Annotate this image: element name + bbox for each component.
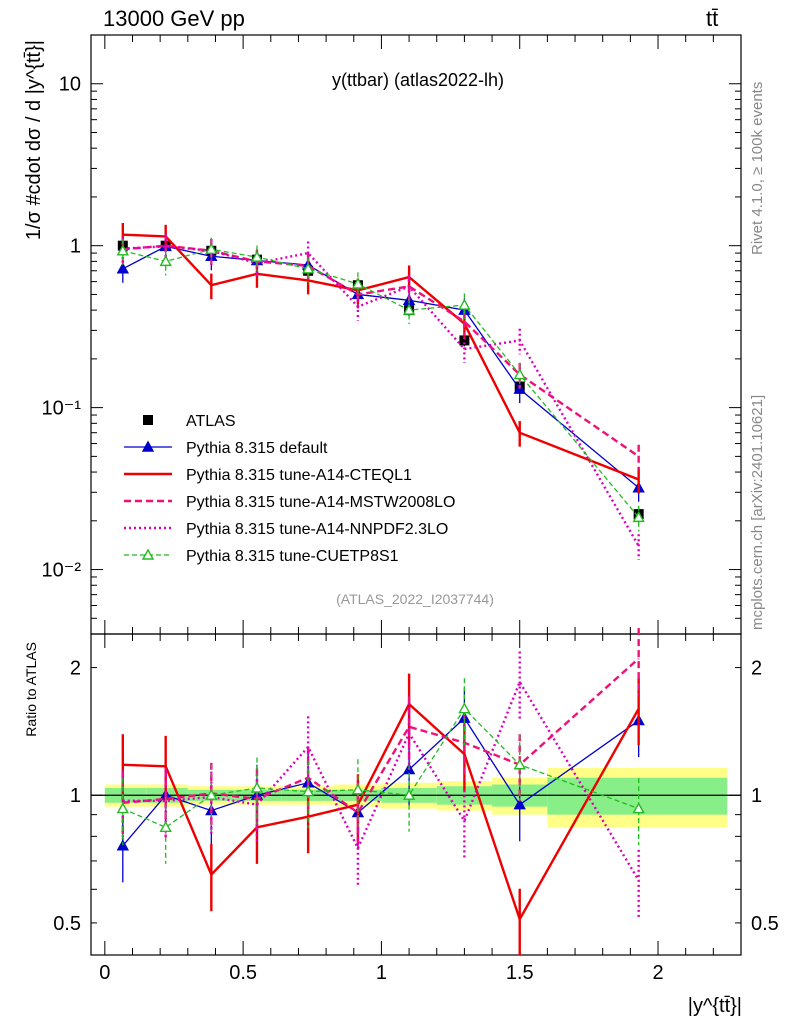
series-line xyxy=(122,717,640,847)
marker-triangle xyxy=(632,802,645,814)
y-tick-label: 0.5 xyxy=(53,913,81,935)
y-tick-label: 10⁻² xyxy=(42,560,82,582)
marker-triangle xyxy=(301,262,315,274)
analysis-id: (ATLAS_2022_I2037744) xyxy=(336,591,494,607)
marker-triangle xyxy=(159,820,172,833)
marker-triangle xyxy=(116,802,129,814)
series-line xyxy=(122,679,640,881)
main-panel: 10 1 10⁻¹ 10⁻² xyxy=(42,34,742,955)
main-frame xyxy=(90,34,742,635)
y-tick-label: 1 xyxy=(70,236,81,258)
marker-triangle xyxy=(402,303,416,315)
marker-triangle xyxy=(513,368,526,380)
marker-triangle xyxy=(116,839,129,851)
marker-triangle xyxy=(141,548,155,560)
ratio-panel: 2 2 1 1 0.5 0.5 0 0.5 1 1.5 2 xyxy=(53,628,779,984)
series-line xyxy=(122,245,640,547)
marker-triangle xyxy=(351,783,365,795)
legend-label: Pythia 8.315 tune-A14-NNPDF2.3LO xyxy=(186,521,448,538)
legend-label: Pythia 8.315 default xyxy=(186,440,328,457)
series-line xyxy=(122,248,640,518)
legend-label: Pythia 8.315 tune-A14-CTEQL1 xyxy=(186,467,412,484)
marker-triangle xyxy=(513,798,526,810)
main-ylabel: 1/σ #cdot dσ / d |y^{tt̄}| xyxy=(23,40,45,240)
marker-triangle xyxy=(205,242,218,254)
marker-triangle xyxy=(250,250,264,262)
marker-triangle xyxy=(513,758,526,770)
marker-triangle xyxy=(205,788,218,800)
y-tick-label: 10 xyxy=(59,74,81,96)
ratio-frame xyxy=(90,633,742,956)
marker-triangle xyxy=(250,781,264,793)
marker-triangle xyxy=(458,702,471,714)
marker-triangle xyxy=(301,785,315,797)
y-tick-label: 1 xyxy=(70,785,81,807)
y-tick-label: 10⁻¹ xyxy=(42,398,82,420)
mcplots-label: mcplots.cern.ch [arXiv:2401.10621] xyxy=(749,395,766,630)
marker-triangle xyxy=(458,298,471,310)
marker-triangle xyxy=(402,788,416,800)
legend-marker-data xyxy=(143,415,153,425)
ratio-ylabel: Ratio to ATLAS xyxy=(23,642,39,737)
header-right: tt̄ xyxy=(706,6,718,31)
rivet-label: Rivet 4.1.0, ≥ 100k events xyxy=(749,82,766,255)
x-tick-label: 0.5 xyxy=(229,962,257,984)
legend-label: Pythia 8.315 tune-A14-MSTW2008LO xyxy=(186,494,455,511)
marker-triangle xyxy=(159,254,172,267)
x-axis-label: |y^{tt̄}| xyxy=(688,995,742,1017)
series-line xyxy=(122,702,640,923)
x-tick-label: 0 xyxy=(99,962,110,984)
marker-triangle xyxy=(351,277,365,289)
y-tick-label-right: 1 xyxy=(751,785,762,807)
marker-triangle xyxy=(116,262,129,274)
x-tick-label: 1 xyxy=(376,962,387,984)
y-tick-label-right: 0.5 xyxy=(751,913,779,935)
x-tick-label: 2 xyxy=(652,962,663,984)
plot-title: y(ttbar) (atlas2022-lh) xyxy=(332,70,504,90)
series-line xyxy=(122,244,640,458)
marker-triangle xyxy=(513,382,526,394)
marker-triangle xyxy=(141,440,155,452)
series-line xyxy=(122,233,640,481)
marker-triangle xyxy=(116,244,129,256)
x-tick-label: 1.5 xyxy=(506,962,534,984)
legend-label: ATLAS xyxy=(186,413,236,430)
data-point xyxy=(459,335,470,346)
marker-triangle xyxy=(632,510,645,523)
y-tick-label-right: 2 xyxy=(751,658,762,680)
y-tick-label: 2 xyxy=(70,658,81,680)
legend: ATLAS Pythia 8.315 default Pythia 8.315 tu… xyxy=(124,413,455,565)
series-line xyxy=(122,707,639,829)
legend-label: Pythia 8.315 tune-CUETP8S1 xyxy=(186,548,399,565)
header-left: 13000 GeV pp xyxy=(103,6,245,31)
